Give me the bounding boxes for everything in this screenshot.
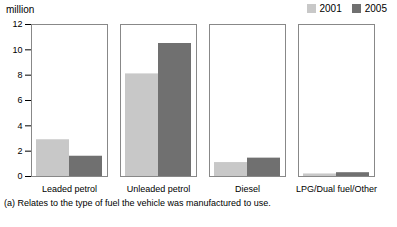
svg-text:12: 12 <box>12 19 22 29</box>
svg-text:6: 6 <box>17 95 22 105</box>
svg-text:0: 0 <box>17 171 22 181</box>
html-text:(a) Relates to the type of fue: (a) Relates to the type of fuel the vehi… <box>4 198 271 208</box>
html-text:2005: 2005 <box>364 3 387 14</box>
svg-text:4: 4 <box>17 121 22 131</box>
svg-text:2: 2 <box>17 146 22 156</box>
svg-text:Unleaded petrol: Unleaded petrol <box>127 184 191 194</box>
svg-text:Leaded petrol: Leaded petrol <box>42 184 97 194</box>
svg-text:10: 10 <box>12 45 22 55</box>
svg-text:8: 8 <box>17 70 22 80</box>
svg-text:Diesel: Diesel <box>235 184 260 194</box>
html-text:2001: 2001 <box>319 3 342 14</box>
html-text:million: million <box>6 3 35 15</box>
svg-text:LPG/Dual fuel/Other: LPG/Dual fuel/Other <box>296 184 377 194</box>
